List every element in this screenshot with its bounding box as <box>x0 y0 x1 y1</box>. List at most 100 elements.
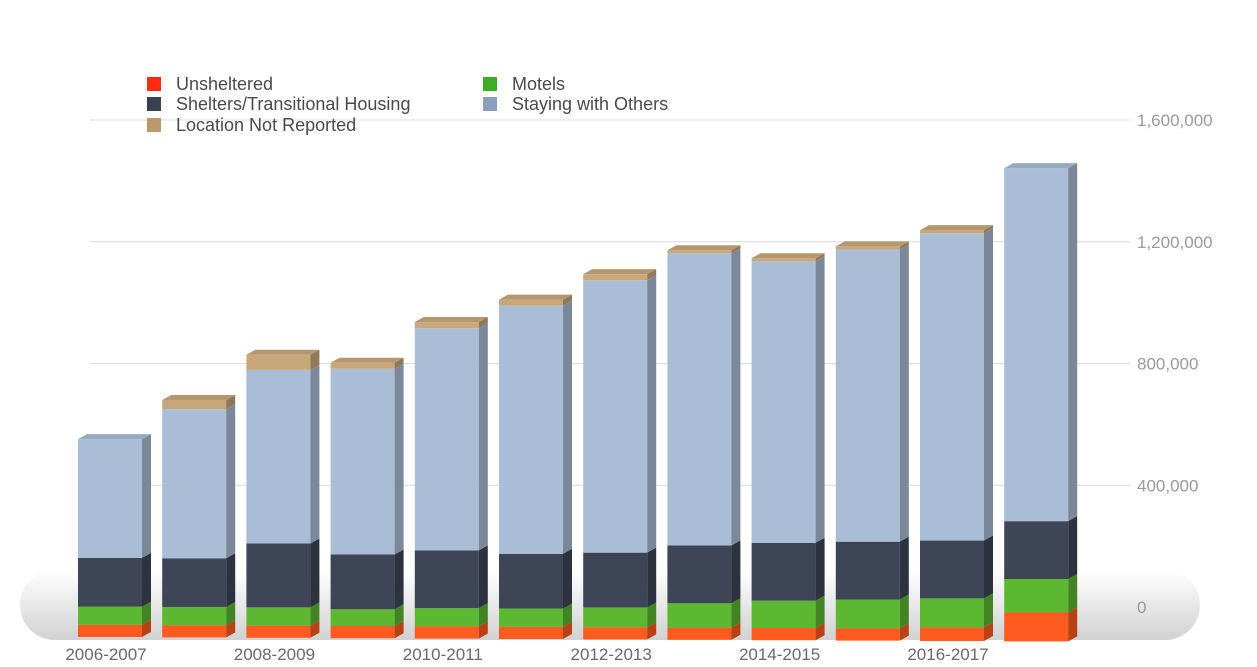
bar-segment-side <box>984 228 993 541</box>
bar-segment <box>499 608 563 627</box>
bar-segment <box>414 322 479 329</box>
bar-segment-side <box>647 275 657 553</box>
bar-top <box>583 269 657 275</box>
bar-segment-side <box>731 540 741 604</box>
bar-stack <box>751 253 825 641</box>
bar-stack <box>499 294 572 639</box>
bar-segment <box>499 299 563 306</box>
bar-segment <box>1004 521 1069 580</box>
bar-segment-side <box>899 536 909 600</box>
bar-segment <box>920 540 984 599</box>
bar-segment-side <box>984 593 993 628</box>
bar-segment <box>835 541 900 600</box>
bar-segment <box>751 258 816 262</box>
bar-segment <box>78 606 142 625</box>
bar-segment-side <box>731 598 741 628</box>
bar-segment <box>162 399 227 410</box>
bar-segment-side <box>478 323 488 551</box>
bar-segment <box>246 354 311 370</box>
bar-segment <box>414 626 479 639</box>
y-tick-label: 0 <box>1137 598 1146 617</box>
bar-segment <box>414 550 479 609</box>
bar-segment <box>1004 579 1069 613</box>
bar-segment <box>246 607 311 626</box>
bar-stack <box>162 394 236 638</box>
bar-segment-side <box>815 595 825 629</box>
bar-segment <box>835 599 900 629</box>
bar-segment <box>78 557 142 607</box>
bar-segment <box>583 607 648 628</box>
bar-segment <box>246 369 311 544</box>
legend-swatch <box>147 77 161 91</box>
bar-top <box>330 357 404 363</box>
bar-segment-side <box>899 241 909 250</box>
bar-segment <box>330 626 395 639</box>
bar-top <box>920 225 993 231</box>
bar-segment <box>751 542 816 601</box>
bar-segment-side <box>478 621 488 639</box>
bar-stack <box>414 317 488 639</box>
bar-segment <box>920 598 984 628</box>
bar-segment-side <box>647 602 657 628</box>
bar-segment-side <box>815 253 825 262</box>
legend-label: Unsheltered <box>176 74 273 94</box>
bar-stack <box>78 434 151 637</box>
bar-segment-side <box>815 623 825 641</box>
bar-segment <box>162 409 227 559</box>
bar-segment-side <box>394 363 404 555</box>
bar-segment <box>835 249 900 542</box>
bar-segment-side <box>563 548 572 609</box>
bar-segment <box>78 624 142 637</box>
bar-segment-side <box>731 622 741 640</box>
bar-segment-side <box>478 603 488 627</box>
bar-segment <box>162 558 227 607</box>
x-tick-label: 2006-2007 <box>65 645 146 664</box>
bar-segment-side <box>478 545 488 609</box>
bar-segment <box>499 305 563 554</box>
bar-segment <box>583 627 648 640</box>
bar-segment-side <box>478 317 488 329</box>
bar-segment-side <box>226 553 236 607</box>
bar-top <box>78 434 151 440</box>
bar-segment <box>330 362 395 369</box>
y-tick-label: 800,000 <box>1137 355 1198 374</box>
bar-segment-side <box>815 256 825 543</box>
bar-segment-side <box>226 404 236 559</box>
bar-segment <box>246 625 311 638</box>
bar-top <box>162 394 236 400</box>
bar-segment <box>667 603 732 628</box>
bar-segment-side <box>815 537 825 601</box>
x-tick-label: 2010-2011 <box>403 645 483 664</box>
bar-segment-side <box>1068 574 1078 613</box>
bar-segment-side <box>310 602 320 626</box>
bar-segment <box>1004 612 1069 642</box>
bar-segment <box>920 230 984 234</box>
bar-segment-side <box>563 621 572 639</box>
bar-segment-side <box>394 604 404 627</box>
legend-label: Staying with Others <box>512 94 668 114</box>
legend-label: Motels <box>512 74 565 94</box>
bar-stack <box>667 245 741 640</box>
y-tick-label: 400,000 <box>1137 476 1198 495</box>
bar-segment <box>667 627 732 640</box>
bar-segment-side <box>647 269 657 281</box>
bar-segment-side <box>394 621 404 639</box>
bar-stack <box>920 225 993 641</box>
legend-label: Location Not Reported <box>176 115 356 135</box>
bar-segment <box>920 233 984 541</box>
bar-segment-side <box>226 394 236 410</box>
bar-segment-side <box>310 538 320 608</box>
bar-segment <box>330 609 395 627</box>
bar-segment <box>583 274 648 281</box>
bar-stack <box>1004 163 1078 642</box>
bar-segment-side <box>899 623 909 641</box>
bar-segment <box>751 600 816 629</box>
bar-segment-side <box>731 248 741 546</box>
bar-segment <box>162 625 227 638</box>
bar-segment-side <box>984 622 993 641</box>
bar-segment <box>499 553 563 609</box>
bar-stack <box>583 269 657 640</box>
bar-top <box>246 349 320 355</box>
